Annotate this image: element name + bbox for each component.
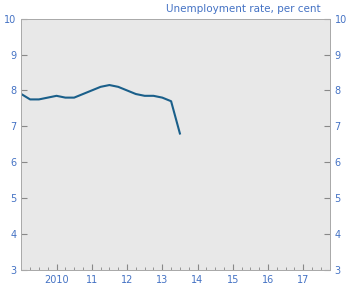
- Text: Unemployment rate, per cent: Unemployment rate, per cent: [166, 3, 320, 14]
- Bar: [0, 18, 330, 270]
